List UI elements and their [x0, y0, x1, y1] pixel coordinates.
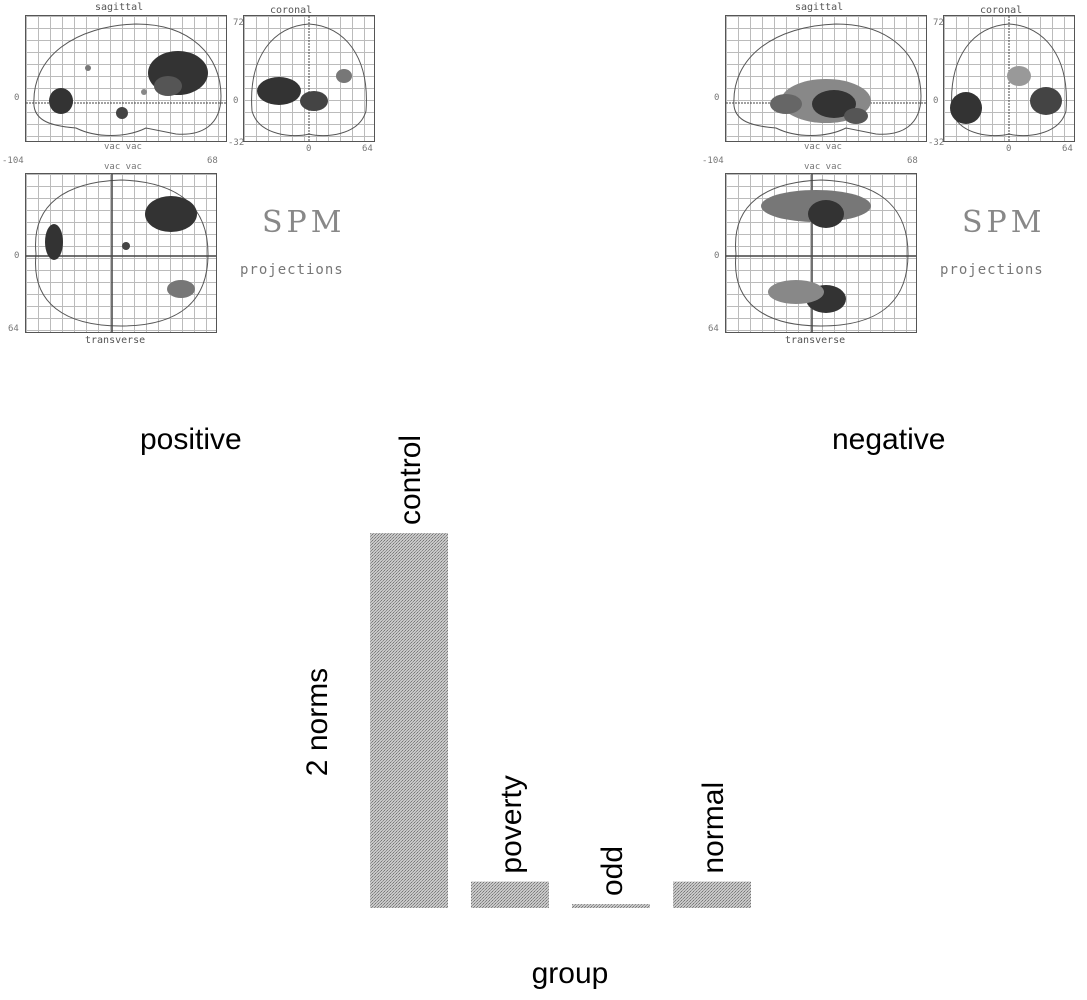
transverse-projection — [25, 173, 217, 333]
bar-label-poverty: poverty — [495, 775, 528, 873]
sagittal-title: sagittal — [795, 2, 844, 13]
sagittal-y-tick: 0 — [14, 93, 20, 103]
transverse-title: transverse — [785, 335, 846, 346]
coronal-x-max: 64 — [1062, 144, 1073, 154]
x-axis-label: group — [532, 957, 609, 990]
coronal-y-tick: 0 — [933, 96, 939, 106]
coronal-bottom-tick: -32 — [228, 138, 245, 148]
coronal-title: coronal — [980, 5, 1023, 16]
transverse-projection — [725, 173, 917, 333]
bar-label-odd: odd — [596, 846, 629, 896]
vac-label-transverse: vac vac — [804, 162, 842, 172]
sagittal-x-max: 68 — [907, 156, 918, 166]
bar-normal — [673, 881, 751, 908]
sagittal-y-tick: 0 — [714, 93, 720, 103]
bar-label-control: control — [394, 435, 427, 525]
bar-label-normal: normal — [697, 782, 730, 874]
coronal-title: coronal — [270, 5, 313, 16]
vac-label-transverse: vac vac — [104, 162, 142, 172]
positive-label: positive — [140, 423, 242, 456]
coronal-x-max: 64 — [362, 144, 373, 154]
spm-title: SPM — [962, 205, 1046, 240]
transverse-bottom-tick: 64 — [708, 324, 719, 334]
sagittal-projection — [725, 15, 927, 142]
sagittal-x-max: 68 — [207, 156, 218, 166]
sagittal-x-min: -104 — [2, 156, 24, 166]
coronal-y-tick: 0 — [233, 96, 239, 106]
coronal-projection — [943, 15, 1075, 142]
transverse-y-tick: 0 — [14, 251, 20, 261]
transverse-bottom-tick: 64 — [8, 324, 19, 334]
coronal-x-tick: 0 — [1006, 144, 1012, 154]
bar-control — [370, 533, 448, 908]
sagittal-x-min: -104 — [702, 156, 724, 166]
y-axis-label: 2 norms — [301, 668, 334, 776]
spm-title: SPM — [262, 205, 346, 240]
vac-label-sagittal: vac vac — [804, 142, 842, 152]
negative-label: negative — [832, 423, 946, 456]
spm-panel-positive: sagittal 0 -104 68 vac vac coronal 72 0 … — [0, 0, 380, 350]
transverse-y-tick: 0 — [714, 251, 720, 261]
bar-poverty — [471, 881, 549, 908]
transverse-title: transverse — [85, 335, 146, 346]
spm-subtitle: projections — [240, 262, 344, 278]
sagittal-projection — [25, 15, 227, 142]
spm-subtitle: projections — [940, 262, 1044, 278]
vac-label-sagittal: vac vac — [104, 142, 142, 152]
coronal-projection — [243, 15, 375, 142]
sagittal-title: sagittal — [95, 2, 144, 13]
coronal-x-tick: 0 — [306, 144, 312, 154]
coronal-bottom-tick: -32 — [928, 138, 945, 148]
spm-panel-negative: sagittal 0 -104 68 vac vac coronal 72 0 … — [700, 0, 1080, 350]
bar-odd — [572, 904, 650, 908]
coronal-top-tick: 72 — [933, 18, 944, 28]
coronal-top-tick: 72 — [233, 18, 244, 28]
